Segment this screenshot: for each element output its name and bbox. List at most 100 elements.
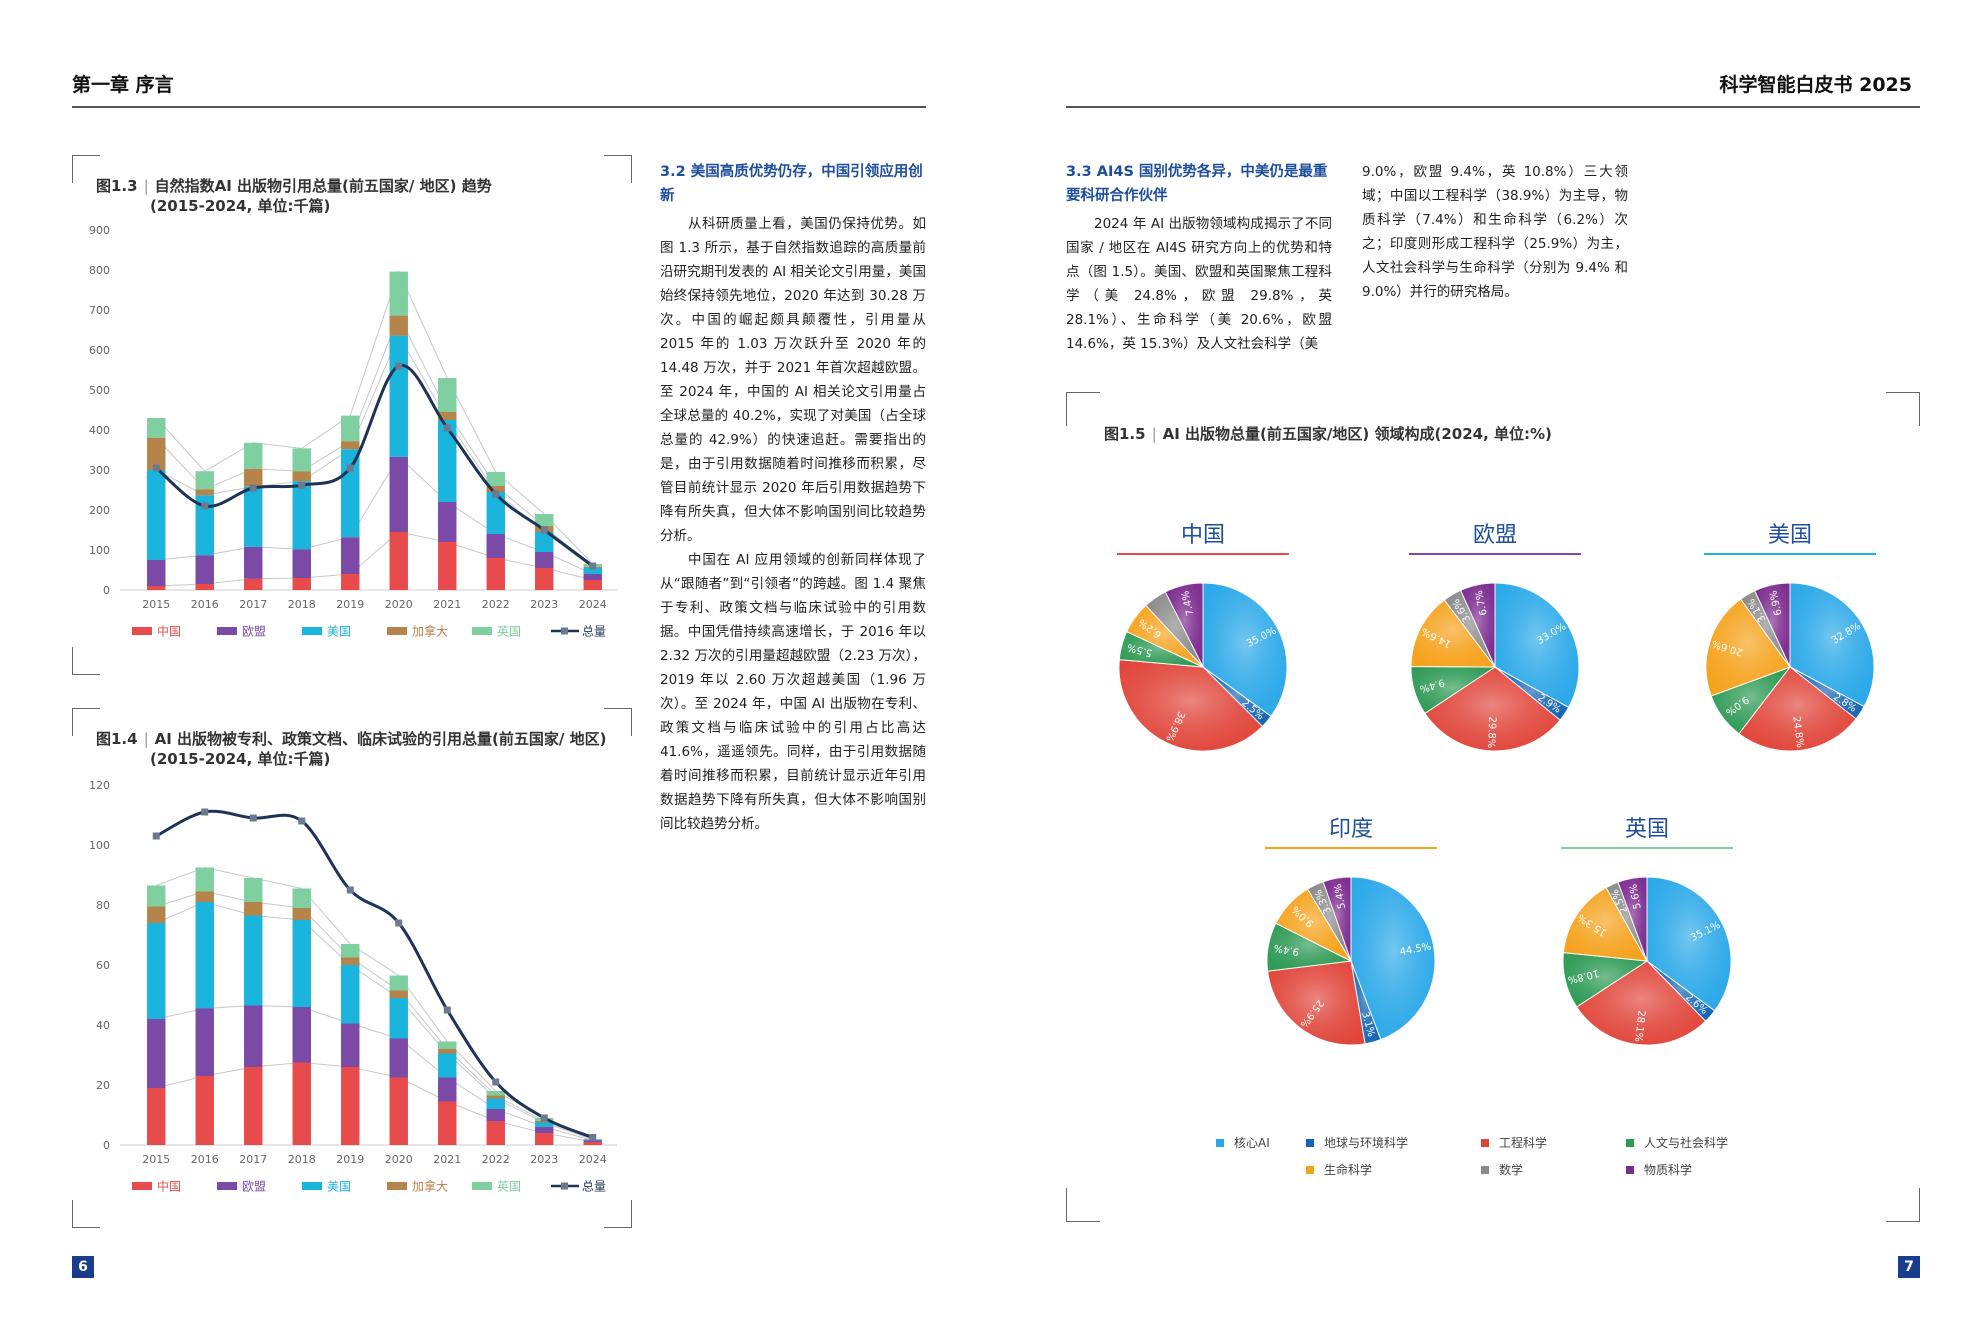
legend-swatch bbox=[1626, 1166, 1634, 1174]
bar-欧盟 bbox=[389, 1038, 408, 1078]
legend-label: 英国 bbox=[497, 625, 521, 639]
bar-中国 bbox=[389, 1077, 408, 1145]
x-tick-label: 2022 bbox=[482, 1153, 510, 1166]
figure-number: 图1.4 bbox=[96, 730, 138, 748]
title-separator: | bbox=[143, 177, 149, 195]
pie-slice-shade bbox=[1411, 666, 1495, 714]
figure-1-3-subtitle: (2015-2024, 单位:千篇) bbox=[150, 197, 331, 215]
section-3-2-title: 3.2 美国高质优势仍存，中国引领应用创新 bbox=[660, 164, 923, 204]
total-marker bbox=[443, 424, 451, 432]
y-tick-label: 300 bbox=[89, 464, 110, 477]
pie-slice-shade bbox=[1444, 590, 1495, 667]
paragraph: 从科研质量上看，美国仍保持优势。如图 1.3 所示，基于自然指数追踪的高质量前沿… bbox=[660, 216, 926, 544]
legend-label: 人文与社会科学 bbox=[1644, 1135, 1728, 1150]
legend-swatch bbox=[1216, 1139, 1224, 1147]
bar-加拿大 bbox=[389, 990, 408, 998]
bar-加拿大 bbox=[244, 902, 263, 916]
bar-美国 bbox=[195, 902, 214, 1009]
x-tick-label: 2021 bbox=[433, 1153, 461, 1166]
bar-欧盟 bbox=[389, 456, 408, 532]
series-connector bbox=[155, 314, 594, 568]
bar-中国 bbox=[341, 1067, 360, 1145]
legend-swatch bbox=[387, 627, 407, 635]
bar-欧盟 bbox=[244, 1005, 263, 1067]
y-tick-label: 120 bbox=[89, 779, 110, 792]
pie-slice-shade bbox=[1323, 877, 1351, 961]
pie-title: 英国 bbox=[1625, 817, 1669, 842]
y-tick-label: 60 bbox=[96, 959, 110, 972]
x-tick-label: 2021 bbox=[433, 598, 461, 611]
bar-欧盟 bbox=[583, 574, 602, 580]
pie-slice-shade bbox=[1647, 961, 1715, 1022]
total-marker bbox=[540, 1114, 548, 1122]
figure-1-3: 图1.3 | 自然指数AI 出版物引用总量(前五国家/ 地区) 趋势 (2015-2… bbox=[72, 155, 632, 675]
legend-swatch bbox=[472, 627, 492, 635]
bar-美国 bbox=[583, 568, 602, 574]
header-rule-left bbox=[72, 106, 926, 108]
bar-英国 bbox=[292, 888, 311, 908]
x-tick-label: 2024 bbox=[579, 1153, 607, 1166]
bar-欧盟 bbox=[341, 537, 360, 574]
y-tick-label: 100 bbox=[89, 544, 110, 557]
bar-欧盟 bbox=[195, 1008, 214, 1076]
bar-英国 bbox=[292, 448, 311, 472]
bar-英国 bbox=[147, 885, 166, 907]
legend-label: 工程科学 bbox=[1499, 1135, 1547, 1150]
bar-美国 bbox=[147, 470, 166, 560]
figure-title-text: 自然指数AI 出版物引用总量(前五国家/ 地区) 趋势 bbox=[154, 177, 492, 195]
legend-swatch bbox=[302, 627, 322, 635]
bar-美国 bbox=[389, 335, 408, 457]
x-tick-label: 2018 bbox=[288, 1153, 316, 1166]
bar-加拿大 bbox=[535, 1121, 554, 1123]
bar-美国 bbox=[195, 495, 214, 556]
x-tick-label: 2016 bbox=[191, 598, 219, 611]
pie-slice-shade bbox=[1267, 961, 1366, 1045]
total-marker bbox=[395, 362, 403, 370]
bar-美国 bbox=[244, 486, 263, 547]
y-tick-label: 500 bbox=[89, 384, 110, 397]
total-marker bbox=[249, 814, 257, 822]
y-tick-label: 40 bbox=[96, 1019, 110, 1032]
series-connector bbox=[156, 890, 593, 1140]
series-connector bbox=[156, 866, 593, 1140]
legend-label: 地球与环境科学 bbox=[1324, 1135, 1408, 1150]
y-tick-label: 80 bbox=[96, 899, 110, 912]
bar-中国 bbox=[244, 578, 263, 590]
x-tick-label: 2022 bbox=[482, 598, 510, 611]
x-tick-label: 2018 bbox=[288, 598, 316, 611]
bar-中国 bbox=[438, 1101, 457, 1145]
bar-欧盟 bbox=[438, 1077, 457, 1102]
bar-中国 bbox=[438, 542, 457, 590]
bar-加拿大 bbox=[292, 908, 311, 920]
x-tick-label: 2024 bbox=[579, 598, 607, 611]
pie-slice-shade bbox=[1460, 583, 1495, 667]
pie-data-label: 9.4% bbox=[1273, 942, 1300, 957]
pie-data-label: 6.9% bbox=[1768, 589, 1784, 616]
legend-label: 欧盟 bbox=[242, 625, 266, 639]
legend-swatch bbox=[1481, 1139, 1489, 1147]
y-tick-label: 900 bbox=[89, 224, 110, 237]
pie-title: 美国 bbox=[1768, 523, 1812, 548]
legend-swatch bbox=[1626, 1139, 1634, 1147]
total-marker bbox=[492, 1078, 500, 1086]
total-marker bbox=[298, 481, 306, 489]
page-number-left: 6 bbox=[72, 1256, 94, 1278]
pie-slice-shade bbox=[1495, 667, 1569, 721]
series-connector bbox=[156, 456, 593, 575]
chart-1-4: 0 20 40 60 80 100 120 2015 2016 2017 2018 2019 2020 2… bbox=[89, 779, 617, 1194]
series-connector bbox=[156, 901, 593, 1141]
legend-label: 加拿大 bbox=[412, 624, 448, 639]
figure-1-4: 图1.4 | AI 出版物被专利、政策文档、临床试验的引用总量(前五国家/ 地区) … bbox=[72, 708, 632, 1228]
section-3-3: 3.3 AI4S 国别优势各异，中美仍是最重要科研合作伙伴 2024 年 AI … bbox=[1066, 160, 1332, 356]
bar-欧盟 bbox=[486, 1109, 505, 1121]
bar-美国 bbox=[535, 532, 554, 552]
bar-欧盟 bbox=[195, 555, 214, 584]
total-marker bbox=[346, 886, 354, 894]
legend-swatch bbox=[1481, 1166, 1489, 1174]
bar-美国 bbox=[486, 1098, 505, 1109]
bar-美国 bbox=[389, 998, 408, 1039]
bar-中国 bbox=[535, 1133, 554, 1145]
pie-slice-shade bbox=[1576, 961, 1706, 1045]
bar-欧盟 bbox=[535, 552, 554, 568]
chart-1-3: 0 100 200 300 400 500 600 700 800 900 2015 2016 2017… bbox=[89, 224, 617, 639]
